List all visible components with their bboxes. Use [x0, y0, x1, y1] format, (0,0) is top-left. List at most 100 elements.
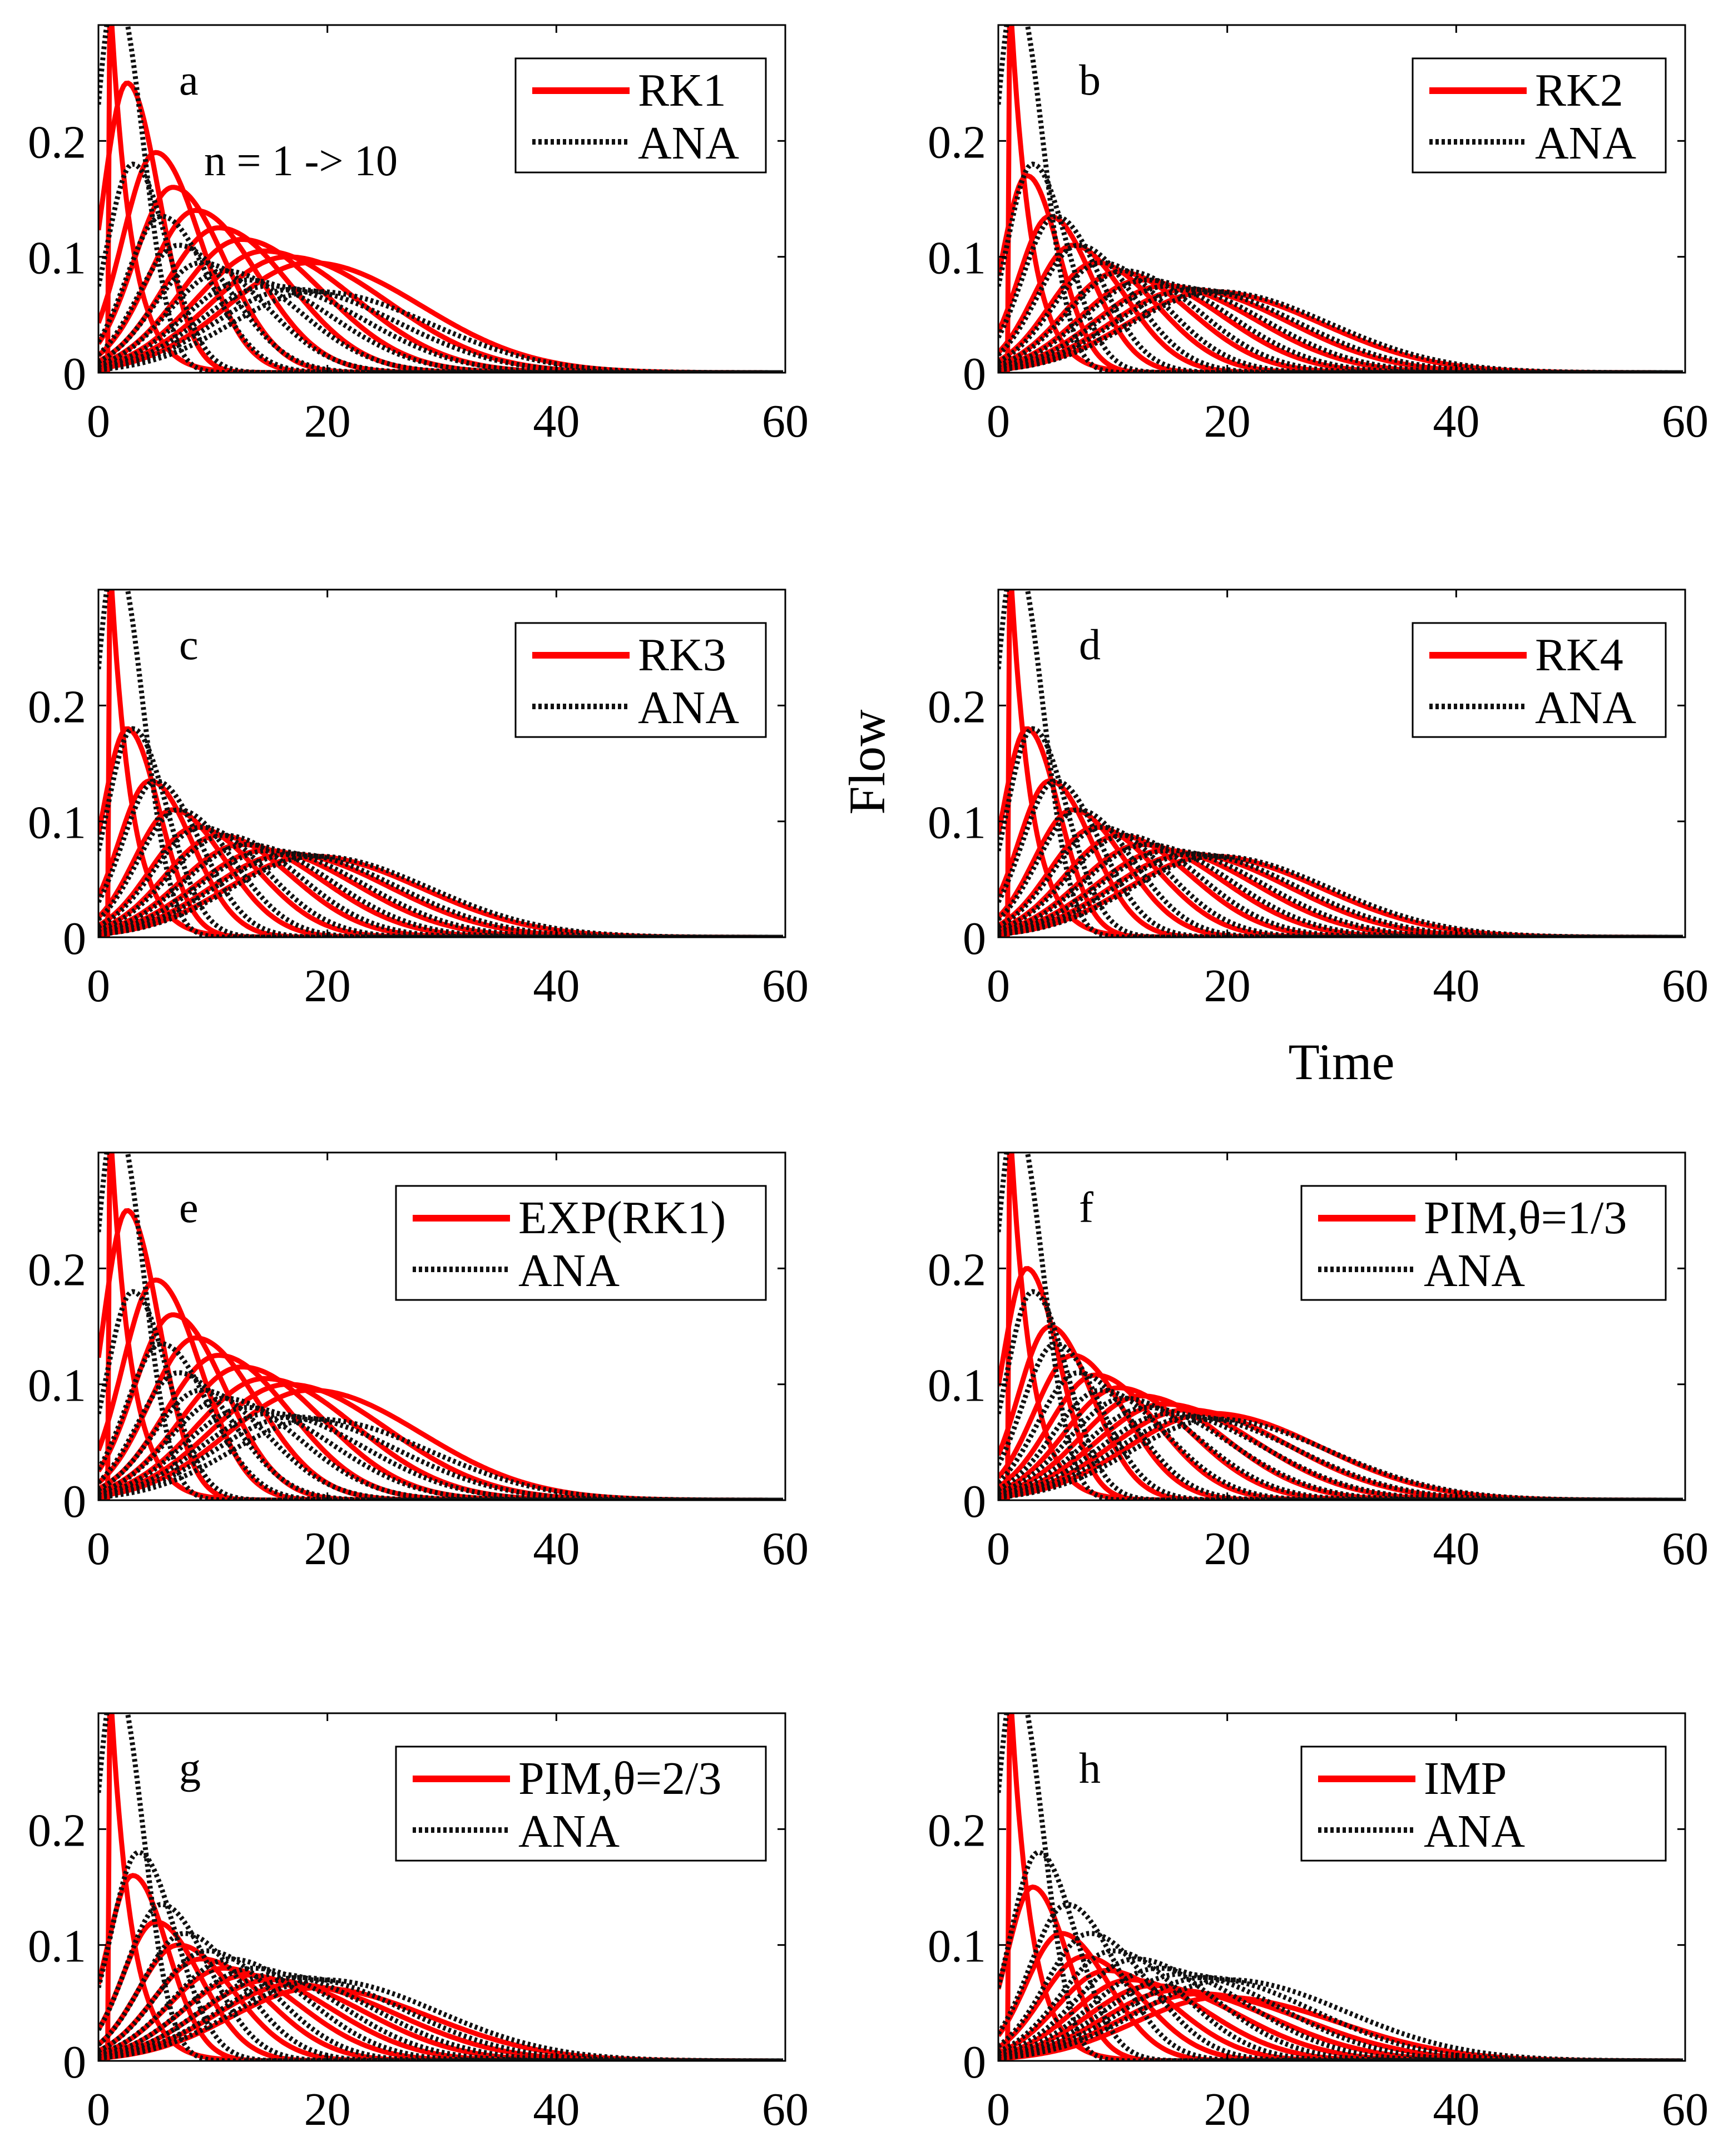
numerical-series-n4: [998, 243, 1683, 373]
y-tick-label: 0.1: [928, 1921, 986, 1972]
x-tick-label: 20: [304, 1523, 351, 1575]
analytical-series-n10: [998, 1977, 1683, 2061]
panel-letter: f: [1079, 1183, 1093, 1232]
x-tick-label: 20: [304, 395, 351, 447]
panel-letter: b: [1079, 56, 1101, 104]
analytical-series-n4: [98, 807, 783, 937]
x-tick-label: 40: [533, 2084, 580, 2135]
analytical-series-n2: [98, 161, 783, 373]
y-tick-label: 0.2: [928, 1804, 986, 1856]
panel-letter: h: [1079, 1744, 1101, 1792]
analytical-series-n2: [98, 726, 783, 937]
analytical-series-n4: [998, 1370, 1683, 1500]
legend-label-analytical: ANA: [1535, 117, 1636, 169]
x-tick-label: 0: [987, 960, 1010, 1012]
legend-label-numerical: RK3: [638, 629, 726, 681]
x-tick-label: 20: [304, 960, 351, 1012]
annotation: n = 1 -> 10: [204, 136, 398, 185]
x-tick-label: 60: [762, 1523, 809, 1575]
axes-frame: [97, 24, 786, 374]
legend-box: [395, 1745, 767, 1862]
x-tick-label: 20: [1204, 395, 1251, 447]
analytical-series-n6: [998, 1956, 1683, 2061]
analytical-series-n5: [98, 824, 783, 937]
axes-frame: [97, 1712, 786, 2062]
analytical-series-n7: [98, 1405, 783, 1500]
analytical-series-n8: [98, 848, 783, 937]
numerical-series-n7: [998, 1983, 1683, 2061]
numerical-series-n2: [998, 173, 1683, 373]
analytical-series-n6: [98, 1956, 783, 2061]
x-tick-label: 60: [762, 395, 809, 447]
y-tick-label: 0.1: [28, 797, 86, 849]
y-tick-label: 0.2: [928, 116, 986, 168]
numerical-series-n2: [98, 1208, 783, 1500]
x-tick-label: 60: [1662, 2084, 1709, 2135]
x-tick-label: 0: [87, 395, 110, 447]
legend-label-numerical: RK4: [1535, 629, 1623, 681]
legend-label-numerical: PIM,θ=2/3: [518, 1753, 721, 1804]
numerical-series-n3: [98, 1919, 783, 2061]
x-tick-label: 20: [304, 2084, 351, 2135]
x-tick-label: 20: [1204, 1523, 1251, 1575]
y-tick-label: 0.2: [928, 1244, 986, 1295]
numerical-series-n2: [98, 726, 783, 937]
legend: EXP(RK1)ANA: [395, 1185, 767, 1301]
numerical-series-n2: [98, 1873, 783, 2061]
numerical-series-n8: [98, 1977, 783, 2061]
legend-box: [1412, 57, 1667, 174]
x-tick-label: 0: [987, 1523, 1010, 1575]
x-tick-label: 40: [1433, 1523, 1479, 1575]
y-tick-label: 0: [63, 2036, 86, 2088]
analytical-series-n8: [998, 283, 1683, 373]
legend-label-numerical: RK1: [638, 65, 726, 116]
analytical-series-n7: [998, 1405, 1683, 1500]
y-tick-label: 0.2: [28, 1804, 86, 1856]
x-tick-label: 40: [533, 395, 580, 447]
analytical-series-n8: [98, 283, 783, 373]
y-tick-label: 0: [963, 913, 986, 965]
analytical-series-n5: [998, 260, 1683, 373]
analytical-series-n2: [998, 161, 1683, 373]
y-tick-label: 0.1: [928, 233, 986, 284]
legend-box: [514, 622, 767, 738]
numerical-series-n4: [98, 185, 783, 373]
y-tick-label: 0: [963, 1476, 986, 1527]
legend-box: [1412, 622, 1667, 738]
axes-frame: [997, 24, 1686, 374]
numerical-series-n2: [998, 726, 1683, 937]
x-tick-label: 20: [1204, 960, 1251, 1012]
x-tick-label: 40: [1433, 2084, 1479, 2135]
y-tick-label: 0.1: [28, 1360, 86, 1412]
analytical-series-n7: [98, 277, 783, 373]
numerical-series-n8: [998, 1987, 1683, 2061]
numerical-series-n2: [998, 1266, 1683, 1500]
legend-label-analytical: ANA: [518, 1806, 620, 1857]
analytical-series-n8: [98, 1411, 783, 1500]
analytical-series-n10: [98, 1977, 783, 2061]
y-tick-label: 0.2: [28, 681, 86, 733]
x-tick-label: 40: [533, 1523, 580, 1575]
analytical-series-n2: [98, 1289, 783, 1500]
analytical-series-n4: [998, 1931, 1683, 2061]
axes-frame: [997, 1151, 1686, 1501]
panel-letter: d: [1079, 620, 1101, 669]
y-tick-label: 0.1: [28, 233, 86, 284]
legend-box: [1300, 1185, 1667, 1301]
y-tick-label: 0.2: [28, 1244, 86, 1295]
numerical-series-n3: [98, 150, 783, 373]
axes-frame: [997, 589, 1686, 938]
y-tick-label: 0.1: [28, 1921, 86, 1972]
analytical-series-n7: [998, 1965, 1683, 2061]
x-tick-label: 40: [1433, 395, 1479, 447]
axes-frame: [97, 1151, 786, 1501]
